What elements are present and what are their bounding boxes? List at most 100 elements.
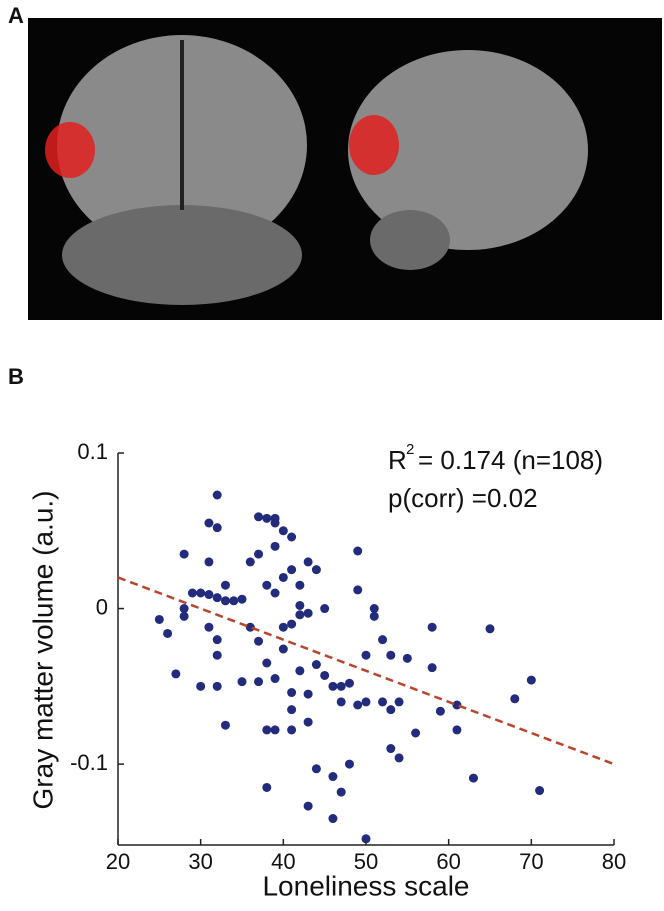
data-point: [485, 624, 495, 634]
data-point: [254, 677, 264, 687]
data-point: [278, 622, 288, 632]
y-tick-label: 0: [96, 594, 108, 619]
y-axis-label: Gray matter volume (a.u.): [27, 491, 58, 810]
data-point: [262, 725, 272, 735]
data-point: [336, 787, 346, 797]
x-tick-label: 30: [188, 849, 212, 874]
annotation: 2: [406, 441, 414, 458]
data-point: [179, 611, 189, 621]
data-point: [278, 526, 288, 536]
x-axis-label: Loneliness scale: [262, 870, 469, 901]
data-point: [328, 772, 338, 782]
data-point: [361, 650, 371, 660]
data-point: [303, 689, 313, 699]
data-point: [386, 650, 396, 660]
data-point: [237, 677, 247, 687]
data-point: [394, 697, 404, 707]
data-point: [245, 622, 255, 632]
data-point: [344, 759, 354, 769]
data-point: [212, 490, 222, 500]
data-point: [212, 681, 222, 691]
data-point: [270, 518, 280, 528]
data-point: [394, 753, 404, 763]
data-point: [196, 681, 206, 691]
data-point: [262, 513, 272, 523]
x-tick-label: 70: [519, 849, 543, 874]
annotation: p(corr) =0.02: [388, 483, 538, 513]
activation-blob: [45, 122, 95, 178]
annotation: = 0.174 (n=108): [418, 445, 603, 475]
data-point: [204, 518, 214, 528]
data-point: [204, 590, 214, 600]
data-point: [287, 619, 297, 629]
x-tick-label: 20: [106, 849, 130, 874]
data-point: [287, 688, 297, 698]
data-point: [295, 666, 305, 676]
brain-sagittal: [348, 50, 588, 250]
data-point: [229, 596, 239, 606]
data-point: [212, 593, 222, 603]
trend-line: [117, 576, 615, 766]
data-point: [303, 801, 313, 811]
y-tick-label: 0.1: [77, 439, 108, 464]
data-point: [287, 705, 297, 715]
data-point: [386, 744, 396, 754]
data-point: [361, 834, 371, 844]
data-point: [320, 604, 330, 614]
cerebellum: [62, 205, 302, 305]
data-point: [278, 572, 288, 582]
data-point: [452, 725, 462, 735]
annotation: R: [388, 445, 407, 475]
data-point: [287, 725, 297, 735]
data-point: [378, 635, 388, 645]
data-point: [204, 622, 214, 632]
data-point: [353, 546, 363, 556]
data-point: [369, 604, 379, 614]
data-point: [254, 512, 264, 522]
panel-label: B: [8, 364, 24, 389]
brain-images: [28, 18, 662, 320]
data-point: [303, 557, 313, 567]
data-point: [254, 549, 264, 559]
data-point: [361, 697, 371, 707]
data-point: [212, 523, 222, 533]
x-tick-label: 80: [602, 849, 626, 874]
data-point: [344, 678, 354, 688]
y-tick-label: -0.1: [70, 750, 108, 775]
data-point: [328, 814, 338, 824]
data-point: [179, 549, 189, 559]
data-point: [245, 557, 255, 567]
data-point: [212, 635, 222, 645]
data-point: [295, 600, 305, 610]
data-point: [204, 557, 214, 567]
data-point: [179, 604, 189, 614]
data-point: [303, 717, 313, 727]
data-point: [535, 786, 545, 796]
data-point: [287, 565, 297, 575]
cerebellum: [370, 210, 450, 270]
data-point: [452, 700, 462, 710]
data-point: [353, 585, 363, 595]
data-point: [287, 532, 297, 542]
data-point: [262, 580, 272, 590]
data-point: [163, 628, 173, 638]
data-point: [262, 782, 272, 792]
data-point: [295, 610, 305, 620]
data-point: [526, 675, 536, 685]
data-point: [270, 541, 280, 551]
data-point: [196, 588, 206, 598]
data-point: [237, 594, 247, 604]
data-point: [171, 669, 181, 679]
data-point: [270, 725, 280, 735]
data-point: [336, 697, 346, 707]
x-tick-label: 40: [271, 849, 295, 874]
data-point: [270, 674, 280, 684]
panel-label: A: [8, 3, 24, 28]
data-point: [378, 697, 388, 707]
x-tick-label: 60: [436, 849, 460, 874]
data-point: [254, 636, 264, 646]
data-point: [220, 720, 230, 730]
activation-blob: [349, 115, 399, 175]
data-point: [427, 663, 437, 673]
